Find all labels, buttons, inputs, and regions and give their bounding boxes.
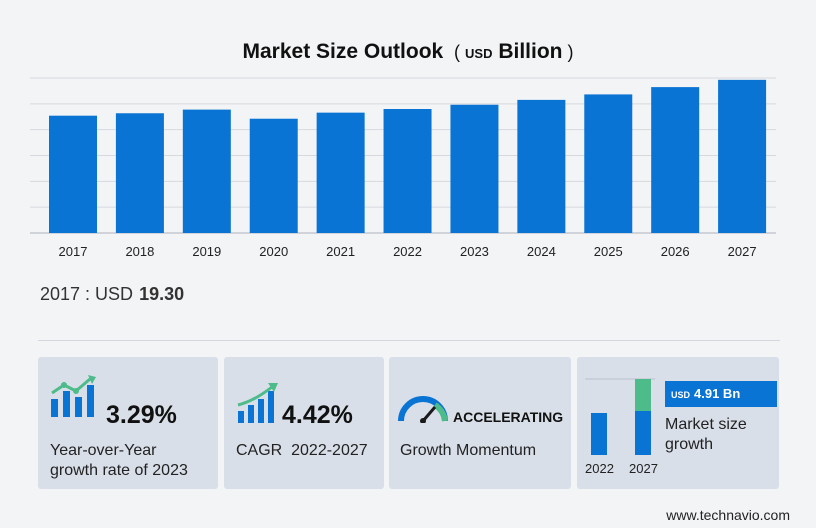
bar-2026 <box>651 87 700 233</box>
x-tick-2020: 2020 <box>259 244 288 259</box>
x-tick-2025: 2025 <box>594 244 623 259</box>
bar-2022 <box>383 109 432 233</box>
bar-chart: 2017 2018 2019 2020 2021 2022 2023 2024 2025 2026… <box>30 77 776 259</box>
x-tick-2022: 2022 <box>393 244 422 259</box>
x-tick-2018: 2018 <box>125 244 154 259</box>
market-growth-card: USD 4.91 Bn Market size growth 2022 2027 <box>577 357 779 489</box>
momentum-desc: Growth Momentum <box>400 442 537 459</box>
yoy-desc-line1: Year-over-Year <box>50 442 157 459</box>
momentum-value: ACCELERATING <box>453 409 564 425</box>
bar-2017 <box>49 115 97 233</box>
bar-2027 <box>718 79 767 233</box>
bar-2020 <box>249 118 298 233</box>
x-tick-2026: 2026 <box>661 244 690 259</box>
cagr-desc: CAGR 2022-2027 <box>236 442 368 459</box>
x-tick-2019: 2019 <box>192 244 221 259</box>
footer-url[interactable]: www.technavio.com <box>666 507 790 523</box>
bar-2023 <box>450 104 499 234</box>
x-tick-2024: 2024 <box>527 244 556 259</box>
cagr-chart-icon <box>237 383 278 423</box>
market-growth-unit: USD <box>671 390 691 400</box>
growth-chart-icon <box>51 375 96 417</box>
x-tick-2021: 2021 <box>326 244 355 259</box>
market-growth-line2: growth <box>665 436 714 453</box>
market-growth-line1: Market size <box>665 416 747 433</box>
divider <box>38 340 780 341</box>
chart-title-unit: USD <box>465 46 493 61</box>
bar-2019 <box>182 109 231 233</box>
bar-2025 <box>584 94 633 233</box>
bar-2024 <box>517 99 566 233</box>
chart-title: Market Size Outlook ( USD Billion ) <box>242 40 574 63</box>
bars <box>49 79 767 234</box>
speedometer-icon <box>398 396 448 423</box>
market-growth-year-start: 2022 <box>585 461 614 476</box>
first-year-number: 19.30 <box>139 284 185 304</box>
x-tick-2023: 2023 <box>460 244 489 259</box>
cagr-card: 4.42% CAGR 2022-2027 <box>224 357 384 489</box>
first-year-value: 2017 : USD 19.30 <box>40 284 184 305</box>
chart-title-suffix: Billion <box>498 40 563 63</box>
x-tick-labels: 2017 2018 2019 2020 2021 2022 2023 2024 2025 2026… <box>59 244 757 259</box>
bar-2021 <box>316 112 365 233</box>
momentum-card: ACCELERATING Growth Momentum <box>389 357 571 489</box>
yoy-value: 3.29% <box>106 401 177 429</box>
market-growth-year-end: 2027 <box>629 461 658 476</box>
bar-2018 <box>115 113 164 233</box>
market-growth-value: 4.91 Bn <box>694 386 741 401</box>
market-growth-chart-icon <box>585 378 655 455</box>
cagr-value: 4.42% <box>282 401 353 429</box>
chart-title-text: Market Size Outlook <box>242 40 444 63</box>
first-year-label: 2017 : USD <box>40 284 134 304</box>
yoy-card: 3.29% Year-over-Year growth rate of 2023 <box>38 357 218 489</box>
x-tick-2027: 2027 <box>728 244 757 259</box>
yoy-desc-line2: growth rate of 2023 <box>50 462 188 479</box>
market-growth-badge: USD 4.91 Bn <box>665 381 777 407</box>
x-tick-2017: 2017 <box>59 244 88 259</box>
